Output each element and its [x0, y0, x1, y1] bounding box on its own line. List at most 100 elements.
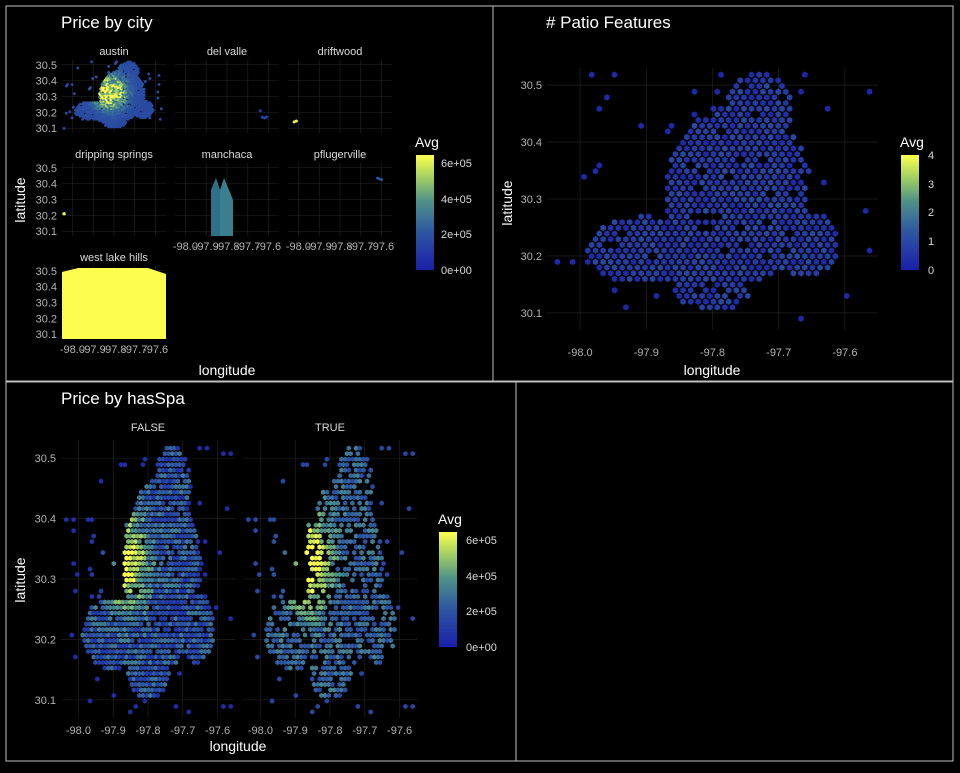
hex-cell-patio [790, 270, 797, 277]
hex-cell-spa-false [138, 676, 144, 682]
hex-cell-austin [84, 101, 88, 105]
hex-cell-spa-false [146, 555, 151, 561]
hex-cell-spa-false [85, 615, 91, 622]
hex-cell-patio [729, 304, 736, 311]
hex-cell-spa-true [333, 626, 339, 633]
hex-cell-patio [824, 264, 831, 271]
hex-cell-spa-false [133, 681, 138, 688]
hex-cell-spa-false [186, 467, 191, 473]
hex-cell-patio [695, 139, 702, 146]
hex-cell-spa-false [164, 478, 170, 484]
hex-cell-spa-false [93, 604, 98, 611]
hex-cell-patio [775, 133, 781, 141]
hex-cell-patio [752, 201, 759, 209]
hex-cell-spa-false [179, 588, 184, 594]
hex-cell-patio [771, 128, 778, 135]
hex-cell-spa-false [164, 654, 170, 660]
hex-cell-spa-true [361, 456, 366, 462]
hex-cell-patio [737, 99, 743, 107]
hex-cell-spa-true [352, 517, 357, 523]
hex-cell-spa-false [129, 528, 135, 534]
hex-cell-austin [127, 104, 131, 108]
hex-cell-patio [783, 224, 789, 232]
hex-cell-patio [695, 275, 702, 283]
hex-cell-spa-true [373, 604, 379, 611]
hex-cell-spa-false [170, 549, 175, 556]
hex-cell-patio [741, 173, 747, 181]
hex-cell-patio [718, 116, 724, 124]
hex-cell-patio [649, 275, 656, 283]
hex-cell-spa-false [175, 588, 181, 594]
hex-cell-patio [843, 292, 850, 300]
hex-cell-spa-false [175, 610, 181, 616]
hex-cell-spa-true [344, 604, 350, 611]
hex-cell-spa-true [297, 604, 302, 611]
hex-cell-spa-true [341, 670, 346, 677]
hex-cell-spa-true [379, 654, 384, 660]
hex-cell-spa-true [320, 632, 326, 638]
hex-cell-spa-false [96, 659, 102, 666]
hex-cell-patio [718, 230, 724, 237]
hex-cell-spa-true [306, 643, 311, 649]
hex-cell-austin [94, 75, 98, 79]
hex-cell-patio [680, 253, 686, 260]
hex-cell-patio [725, 298, 732, 305]
hex-cell-spa-true [341, 604, 346, 611]
hex-cell-spa-false [171, 632, 177, 638]
hex-cell-patio [653, 247, 660, 254]
hex-cell-patio [703, 196, 709, 203]
hex-cell-spa-true [386, 445, 392, 451]
hex-cell-spa-false [128, 621, 133, 627]
hex-cell-spa-true [337, 517, 342, 523]
hex-cell-spa-false [71, 517, 76, 523]
hex-cell-spa-true [364, 610, 370, 616]
hex-cell-spa-false [115, 648, 120, 655]
hex-cell-spa-true [337, 473, 342, 479]
hex-cell-spa-false [157, 643, 162, 649]
y-tick-label: 30.2 [36, 107, 57, 119]
hex-cell-spa-false [140, 637, 146, 644]
hex-cell-patio [699, 190, 705, 198]
hex-cell-spa-false [106, 643, 111, 649]
hex-cell-spa-true [328, 577, 333, 583]
hex-cell-spa-false [129, 670, 135, 677]
hex-cell-patio [783, 88, 789, 95]
hex-cell-spa-false [98, 478, 104, 484]
hex-cell-patio [596, 253, 603, 260]
hex-cell-patio [718, 264, 724, 271]
hex-cell-patio [714, 111, 721, 118]
hex-cell-spa-true [357, 511, 363, 517]
hex-cell-spa-true [346, 621, 352, 627]
hex-cell-spa-false [162, 484, 168, 490]
hex-cell-spa-true [306, 621, 311, 627]
hex-cell-spa-false [195, 626, 201, 633]
hex-cell-spa-false [179, 500, 184, 506]
hex-cell-spa-true [310, 654, 315, 660]
hex-cell-spa-false [148, 593, 153, 600]
hex-cell-spa-false [201, 599, 206, 605]
hex-cell-spa-false [153, 555, 159, 561]
x-tick-label: -97.9 [283, 725, 308, 737]
hex-cell-patio [725, 287, 732, 294]
hex-cell-spa-true [333, 659, 339, 666]
hex-cell-spa-true [295, 654, 300, 660]
hex-cell-spa-false [170, 506, 175, 512]
hex-cell-spa-true [302, 610, 308, 616]
hex-cell-patio [672, 184, 679, 192]
hex-cell-patio [710, 173, 717, 181]
hex-cell-spa-false [204, 632, 210, 638]
hex-cell-spa-false [124, 544, 129, 550]
hex-cell-spa-false [188, 648, 193, 655]
hex-cell-spa-false [157, 610, 162, 616]
hex-cell-spa-false [117, 599, 122, 605]
hex-cell-patio [828, 224, 835, 232]
hex-cell-spa-true [384, 571, 390, 578]
hex-cell-patio [741, 196, 747, 203]
hex-cell-spa-true [373, 659, 379, 666]
hex-cell-patio [779, 150, 785, 158]
hex-cell-patio [832, 241, 839, 249]
hex-cell-spa-false [182, 489, 188, 495]
hex-cell-spa-true [362, 462, 368, 468]
hex-cell-patio [714, 224, 721, 232]
hex-cell-spa-false [171, 500, 177, 506]
